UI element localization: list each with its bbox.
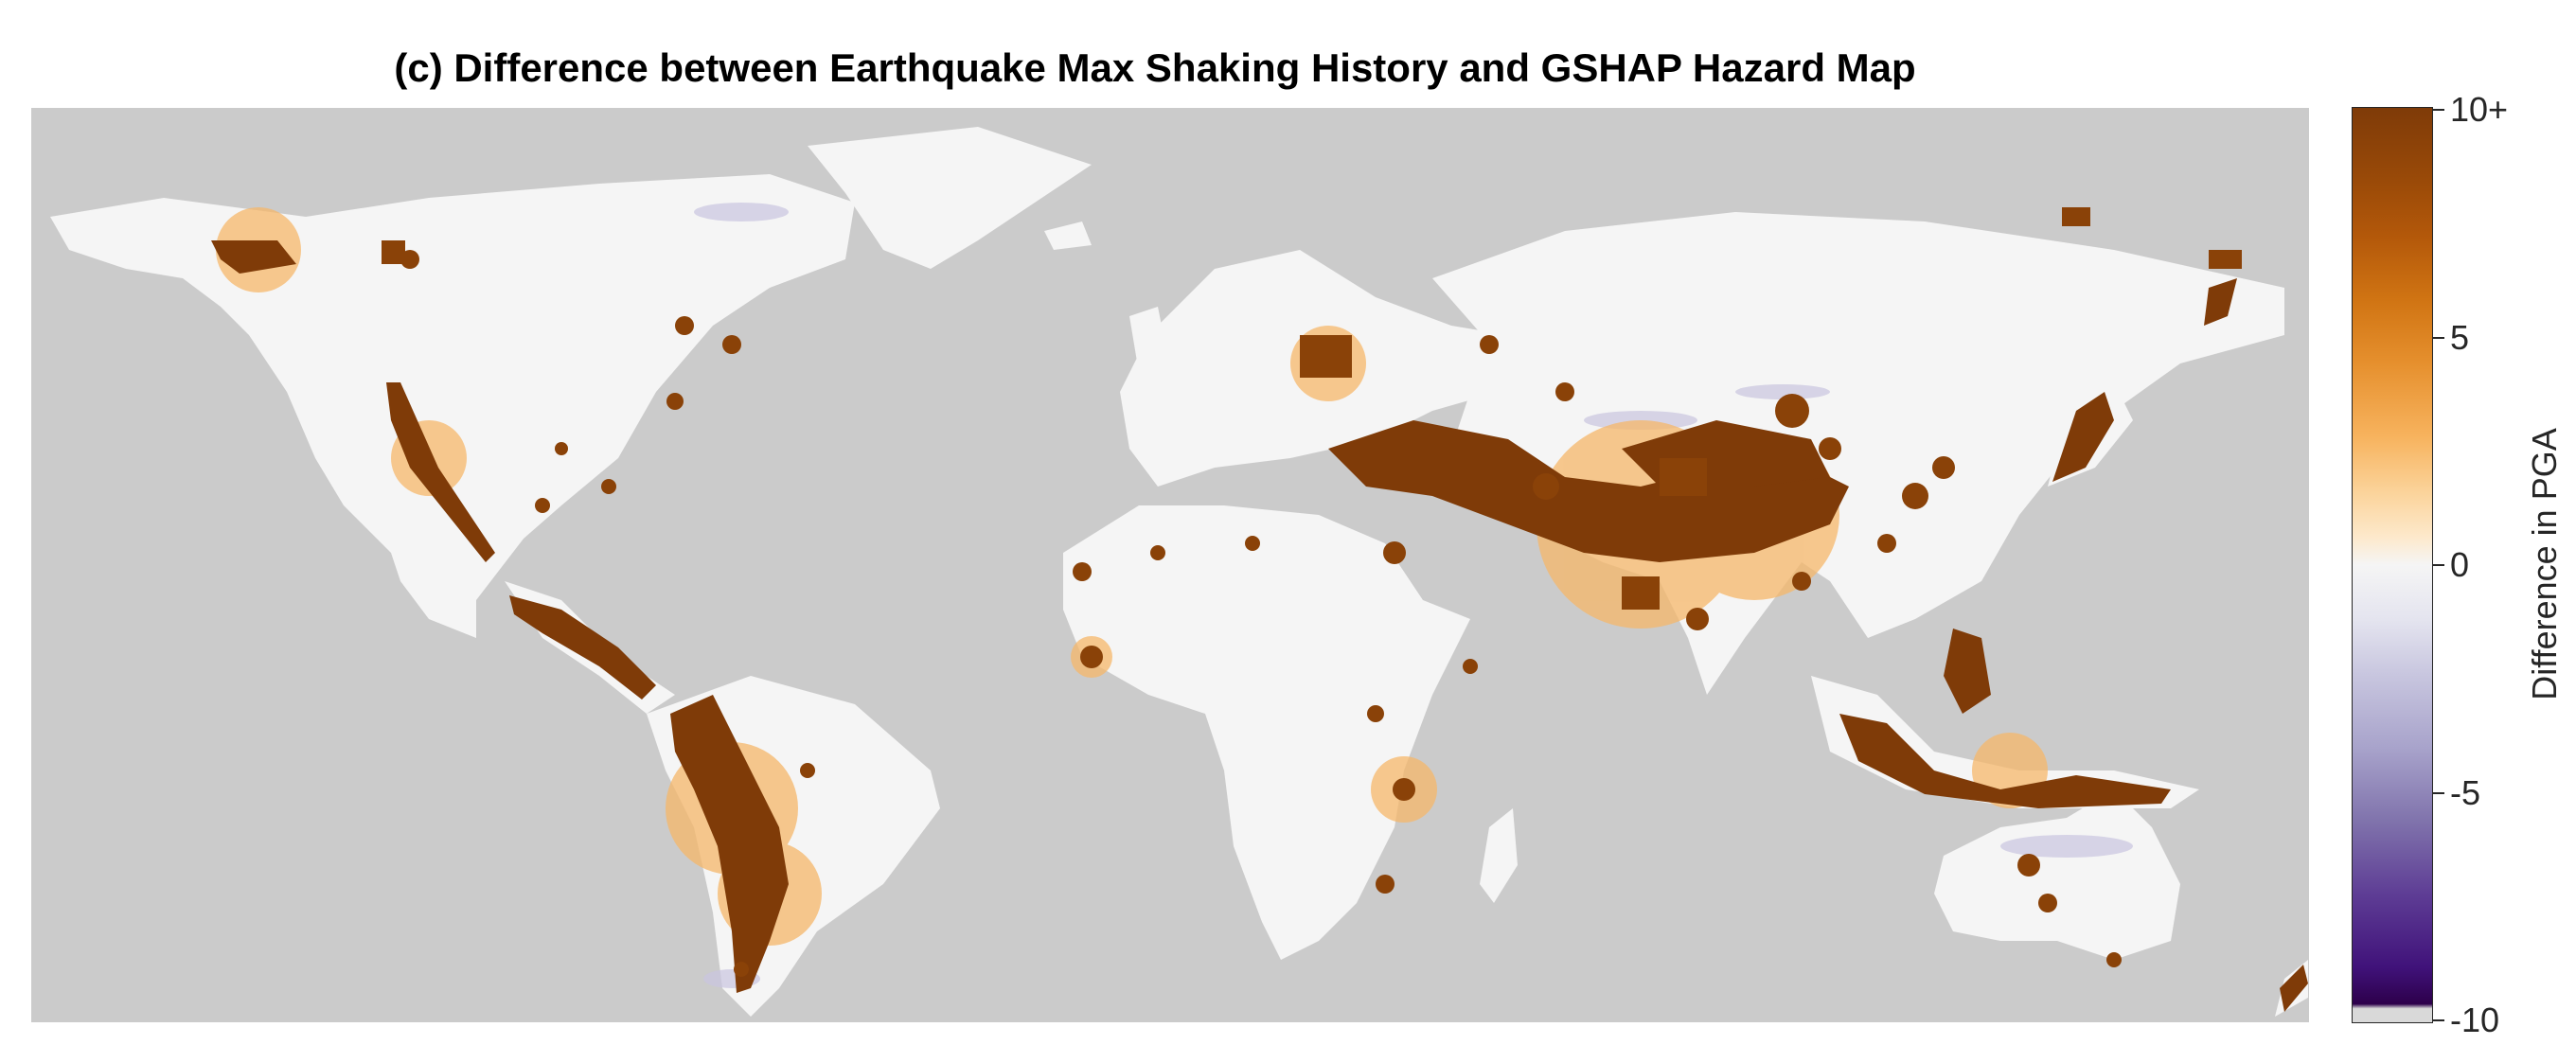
hotspot-dot [1686, 608, 1709, 630]
hotspot-square [2062, 207, 2090, 226]
hotspot-philippines [1944, 629, 1991, 714]
colorbar-tick-label: 10+ [2450, 90, 2509, 129]
hotspot-dot [1463, 659, 1478, 674]
negative-patch [1735, 384, 1830, 399]
hotspot-kamchatka [2204, 278, 2237, 326]
hotspot-dot [400, 250, 419, 269]
land-uk [1129, 307, 1167, 373]
colorbar-tick [2433, 791, 2444, 794]
colorbar-tick-label: 0 [2450, 545, 2470, 584]
hotspot-dot [1877, 534, 1896, 553]
hotspot-dot [555, 442, 568, 455]
land-north-america [50, 174, 855, 638]
hotspot-dot [734, 962, 749, 977]
hotspot-dot [1932, 456, 1955, 479]
hotspot-dot [800, 763, 815, 778]
colorbar-axis-label: Difference in PGA [2525, 428, 2564, 700]
colorbar-tick-label: -5 [2450, 772, 2481, 812]
world-map [31, 108, 2309, 1022]
hotspot-dot [2038, 894, 2057, 912]
hotspot-dot [722, 335, 741, 354]
hotspot-mediterranean [1328, 420, 1849, 562]
hotspot-dot [1819, 437, 1841, 460]
hotspot-dot [1902, 483, 1928, 509]
hotspot-dot [535, 498, 550, 513]
hotspot-dot [666, 393, 684, 410]
hotspot-square [1300, 335, 1352, 378]
hotspot-square [2209, 250, 2242, 269]
hotspot-indonesia [1839, 714, 2171, 808]
hotspot-dot [1393, 778, 1415, 801]
hotspot-dot [675, 316, 694, 335]
world-map-svg [50, 127, 2308, 1017]
land-madagascar [1480, 808, 1518, 903]
land-africa [1063, 505, 1470, 960]
land-asia [1432, 212, 2284, 695]
hotspot-dot [1775, 394, 1809, 428]
hotspot-dot [2106, 952, 2122, 967]
colorbar-tick [2433, 1019, 2444, 1021]
hotspot-dot [1073, 562, 1092, 581]
hotspot-alaska [211, 240, 296, 274]
hotspot-dot [1245, 536, 1260, 551]
hotspot-dot [1480, 335, 1499, 354]
colorbar-tick [2433, 336, 2444, 339]
hotspot-dot [1383, 541, 1406, 564]
hotspot-dot [1376, 875, 1395, 894]
hotspot-dot [1080, 646, 1103, 668]
hotspot-dot [1555, 382, 1574, 401]
hotspot-dot [1150, 545, 1165, 560]
hotspot-dot [2017, 854, 2040, 877]
colorbar-tick [2433, 564, 2444, 566]
hotspot-japan [2052, 392, 2114, 482]
land-australia [1934, 789, 2180, 960]
colorbar [2352, 107, 2433, 1023]
hotspot-new-zealand [2280, 965, 2308, 1012]
colorbar-tick-label: 5 [2450, 317, 2470, 357]
hotspot-dot [1533, 473, 1559, 500]
hotspot-dot [1792, 572, 1811, 591]
negative-patch [694, 203, 789, 221]
hotspot-square [1622, 576, 1660, 610]
colorbar-tick [2433, 109, 2444, 111]
map-title: (c) Difference between Earthquake Max Sh… [394, 45, 1916, 90]
hotspot-dot [1367, 705, 1384, 722]
hotspot-square [1660, 458, 1707, 496]
hotspot-andes [670, 695, 789, 993]
colorbar-tick-label: -10 [2450, 1001, 2500, 1039]
hotspot-dot [601, 479, 616, 494]
negative-patch [2000, 835, 2133, 858]
hotspot-west-coast [386, 382, 495, 562]
hotspot-central-america [509, 595, 656, 700]
land-greenland [808, 127, 1092, 269]
land-iceland [1044, 221, 1092, 250]
